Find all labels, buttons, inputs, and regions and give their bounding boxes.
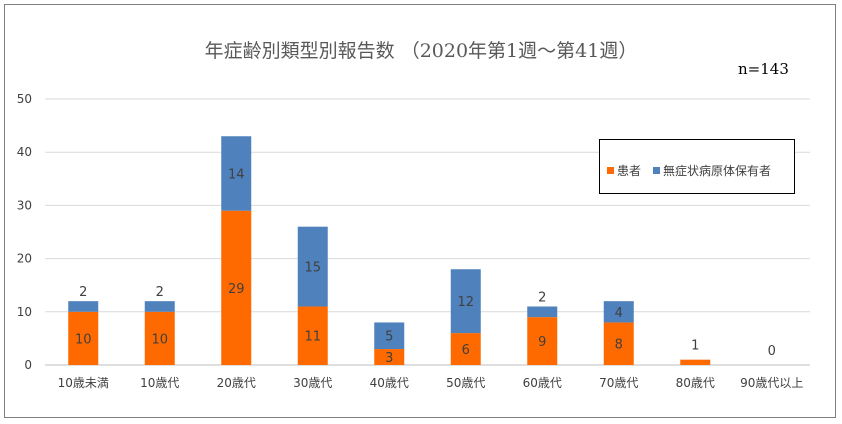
- bar-patients: [297, 306, 328, 365]
- data-label-carriers: 14: [228, 167, 245, 182]
- data-label-patients: 3: [385, 351, 393, 366]
- bar-patients: [680, 359, 711, 365]
- bar-carriers: [374, 322, 405, 350]
- sample-size-note: n=143: [738, 60, 789, 78]
- data-label-patients: 11: [304, 330, 321, 345]
- data-label-carriers: 15: [304, 261, 321, 276]
- legend-label-carriers: 無症状病原体保有者: [663, 164, 772, 178]
- legend-item-patients: 患者: [607, 162, 641, 179]
- y-tick-label: 40: [17, 145, 32, 159]
- data-label-total: 1: [691, 339, 699, 354]
- x-tick-label: 20歳代: [217, 376, 256, 390]
- data-label-carriers: 2: [538, 290, 546, 305]
- y-tick-label: 20: [17, 252, 32, 266]
- data-label-patients: 6: [462, 343, 470, 358]
- bar-carriers: [603, 301, 634, 323]
- data-label-patients: 10: [151, 332, 168, 347]
- data-label-patients: 10: [75, 332, 92, 347]
- chart-legend: 患者 無症状病原体保有者: [599, 139, 795, 194]
- bar-patients: [603, 322, 634, 365]
- y-tick-label: 50: [17, 92, 32, 106]
- bar-patients: [68, 311, 99, 365]
- bar-patients: [450, 333, 481, 365]
- x-tick-label: 60歳代: [523, 376, 562, 390]
- y-tick-label: 30: [17, 198, 32, 212]
- bar-patients: [221, 210, 252, 365]
- data-label-carriers: 12: [457, 295, 474, 310]
- legend-swatch-patients: [607, 167, 614, 174]
- bar-patients: [144, 311, 175, 365]
- x-tick-label: 90歳代以上: [740, 376, 803, 390]
- bar-carriers: [297, 226, 328, 307]
- data-label-carriers: 2: [156, 285, 164, 300]
- x-tick-label: 50歳代: [446, 376, 485, 390]
- legend-swatch-carriers: [653, 167, 660, 174]
- x-tick-label: 30歳代: [293, 376, 332, 390]
- bar-carriers: [450, 269, 481, 334]
- legend-label-patients: 患者: [617, 164, 642, 178]
- bar-patients: [374, 349, 405, 365]
- bar-carriers: [144, 301, 175, 312]
- chart-frame: [4, 4, 836, 418]
- data-label-carriers: 4: [615, 306, 623, 321]
- legend-item-carriers: 無症状病原体保有者: [653, 162, 771, 179]
- data-label-patients: 29: [228, 282, 245, 297]
- y-tick-label: 10: [17, 305, 32, 319]
- x-tick-label: 10歳代: [140, 376, 179, 390]
- y-tick-label: 0: [24, 358, 32, 372]
- data-label-total: 0: [768, 344, 776, 359]
- x-tick-label: 10歳未満: [58, 376, 109, 390]
- x-tick-label: 70歳代: [599, 376, 638, 390]
- data-label-carriers: 5: [385, 330, 393, 345]
- chart-title: 年症齢別類型別報告数 （2020年第1週～第41週）: [204, 40, 638, 62]
- data-label-patients: 9: [538, 335, 546, 350]
- bar-carriers: [68, 301, 99, 312]
- bar-patients: [527, 317, 558, 365]
- bar-carriers: [221, 136, 252, 211]
- bar-carriers: [527, 306, 558, 318]
- x-tick-label: 40歳代: [370, 376, 409, 390]
- data-label-carriers: 2: [79, 285, 87, 300]
- x-tick-label: 80歳代: [676, 376, 715, 390]
- data-label-patients: 8: [615, 338, 623, 353]
